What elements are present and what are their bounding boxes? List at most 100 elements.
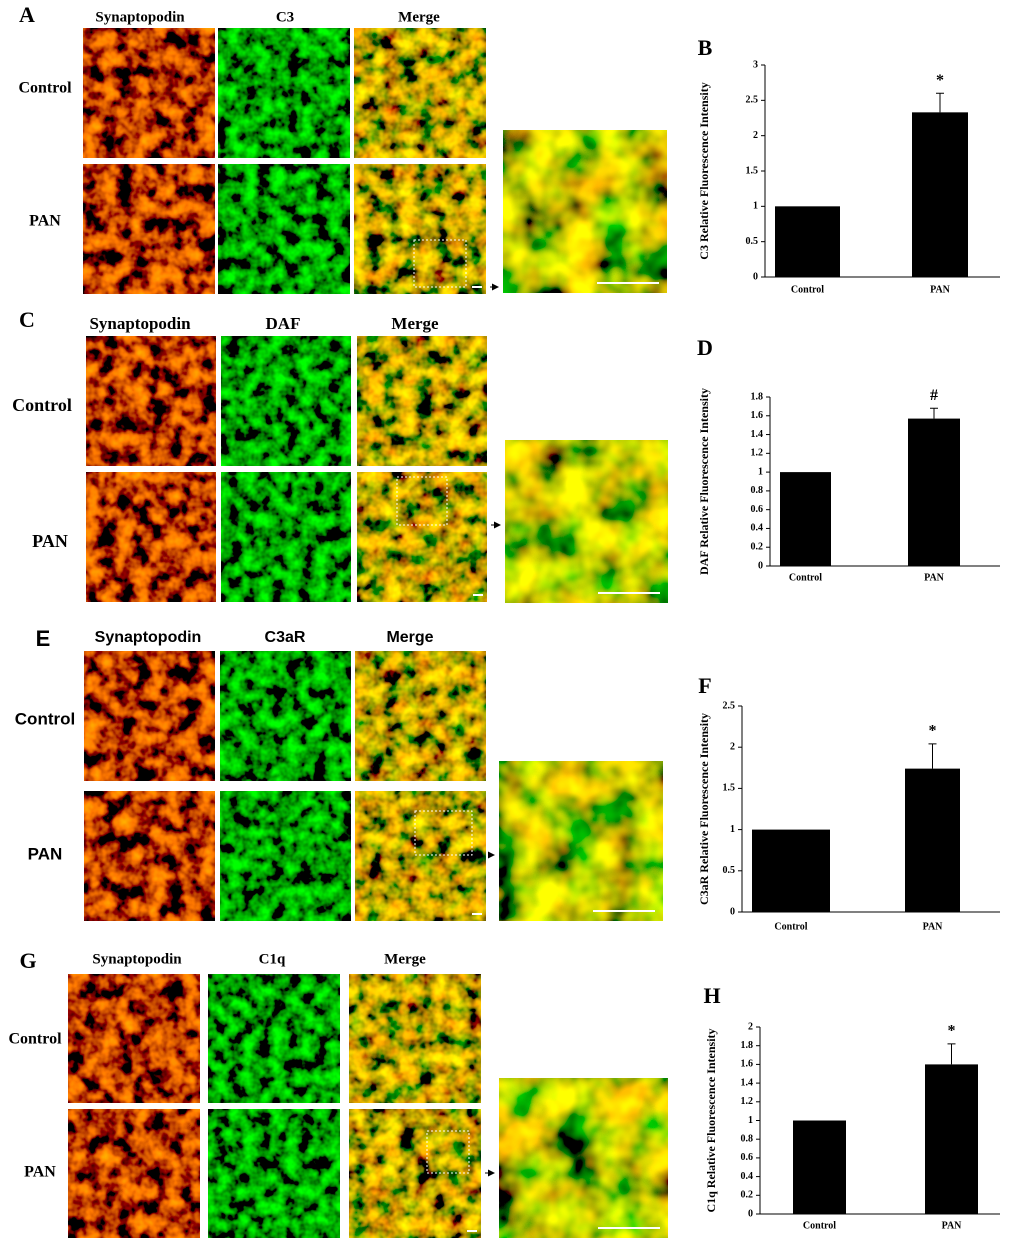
- panel-letter: D: [697, 335, 713, 360]
- panel-letter: B: [698, 35, 713, 60]
- bar: [912, 112, 968, 277]
- bar: [905, 768, 960, 912]
- significance-mark: *: [929, 723, 937, 740]
- y-tick-label: 0.2: [751, 542, 764, 553]
- significance-mark: *: [948, 1023, 956, 1040]
- micrograph-signal: [208, 1109, 340, 1238]
- micrograph-signal: [357, 472, 487, 602]
- zoom-region: [413, 239, 467, 288]
- y-axis-label: C3aR Relative Fluorescence Intensity: [697, 713, 711, 905]
- column-header: Synaptopodin: [95, 629, 202, 646]
- row-label: Control: [12, 395, 72, 415]
- zoom-region: [426, 1130, 470, 1174]
- column-header: Synaptopodin: [89, 314, 191, 333]
- micrograph-signal: [349, 974, 481, 1103]
- micrograph-signal: [221, 472, 351, 602]
- y-tick-label: 2: [753, 130, 758, 141]
- y-tick-label: 2.5: [746, 95, 759, 106]
- arrow-head: [492, 283, 499, 291]
- y-tick-label: 1.5: [746, 165, 759, 176]
- y-tick-label: 0.8: [741, 1133, 754, 1144]
- x-tick-label: Control: [791, 284, 824, 295]
- error-bar: [930, 407, 938, 419]
- arrow-head: [494, 521, 501, 529]
- column-header: Merge: [398, 9, 440, 25]
- panel-letter: F: [698, 673, 711, 698]
- y-tick-label: 1.5: [723, 783, 736, 794]
- y-axis-label: C3 Relative Fluorescence Intensity: [697, 82, 711, 259]
- micrograph-signal: [221, 336, 351, 466]
- x-tick-label: PAN: [942, 1220, 963, 1231]
- zoom-micrograph-signal: [499, 1078, 668, 1238]
- y-tick-label: 1.4: [751, 429, 764, 440]
- bar: [775, 206, 840, 277]
- row-label: Control: [15, 709, 75, 728]
- y-axis-label: C1q Relative Fluorescence Intensity: [704, 1028, 718, 1212]
- row-label: Control: [8, 1031, 62, 1048]
- column-header: C3aR: [265, 629, 306, 646]
- column-header: Merge: [386, 629, 433, 646]
- error-bar: [936, 92, 944, 113]
- row-label: PAN: [24, 1164, 56, 1181]
- panel-letter: A: [19, 2, 35, 27]
- micrograph-signal: [86, 336, 216, 466]
- y-tick-label: 0: [758, 560, 763, 571]
- y-tick-label: 1: [730, 824, 735, 835]
- error-bar: [928, 743, 937, 769]
- micrograph-signal: [355, 791, 486, 921]
- micrograph-signal: [68, 1109, 200, 1238]
- y-tick-label: 2.5: [723, 700, 736, 711]
- column-header: DAF: [266, 314, 301, 333]
- bar: [925, 1064, 978, 1214]
- y-tick-label: 2: [748, 1021, 753, 1032]
- zoom-micrograph-signal: [505, 440, 668, 603]
- row-label: Control: [18, 80, 72, 97]
- error-bar: [947, 1043, 956, 1065]
- x-tick-label: PAN: [923, 921, 944, 932]
- x-tick-label: PAN: [930, 284, 951, 295]
- y-tick-label: 0.6: [741, 1152, 754, 1163]
- micrograph-signal: [83, 164, 215, 294]
- y-tick-label: 0: [730, 906, 735, 917]
- y-tick-label: 2: [730, 741, 735, 752]
- y-tick-label: 1.6: [751, 410, 764, 421]
- panel-letter: G: [19, 948, 36, 973]
- column-header: Merge: [391, 314, 439, 333]
- y-tick-label: 1: [753, 201, 758, 212]
- bar: [908, 418, 960, 566]
- column-header: Synaptopodin: [92, 951, 182, 967]
- zoom-region: [414, 810, 473, 856]
- y-tick-label: 1.6: [741, 1059, 754, 1070]
- micrograph-signal: [220, 651, 351, 781]
- panel-letter: C: [19, 307, 35, 332]
- y-tick-label: 1.8: [741, 1040, 754, 1051]
- column-header: Merge: [384, 951, 426, 967]
- micrograph-signal: [86, 472, 216, 602]
- significance-mark: #: [930, 387, 938, 404]
- micrograph-signal: [357, 336, 487, 466]
- zoom-micrograph-signal: [503, 130, 667, 293]
- row-label: PAN: [32, 531, 68, 551]
- y-tick-label: 0.4: [751, 523, 764, 534]
- y-tick-label: 0.8: [751, 485, 764, 496]
- y-tick-label: 1.8: [751, 391, 764, 402]
- y-tick-label: 0.5: [746, 236, 759, 247]
- y-tick-label: 0.5: [723, 865, 736, 876]
- column-header: Synaptopodin: [95, 9, 185, 25]
- row-label: PAN: [29, 213, 61, 230]
- y-tick-label: 1.2: [741, 1096, 754, 1107]
- y-tick-label: 1.2: [751, 448, 764, 459]
- arrow-head: [488, 851, 495, 859]
- zoom-micrograph-signal: [499, 761, 663, 921]
- micrograph-signal: [218, 164, 350, 294]
- column-header: C3: [276, 9, 294, 25]
- micrograph-signal: [349, 1109, 481, 1238]
- micrograph-signal: [354, 164, 486, 294]
- x-tick-label: Control: [789, 572, 822, 583]
- significance-mark: *: [936, 72, 944, 89]
- micrograph-signal: [354, 28, 486, 158]
- arrow-head: [488, 1169, 495, 1177]
- bar: [793, 1120, 846, 1214]
- micrograph-signal: [355, 651, 486, 781]
